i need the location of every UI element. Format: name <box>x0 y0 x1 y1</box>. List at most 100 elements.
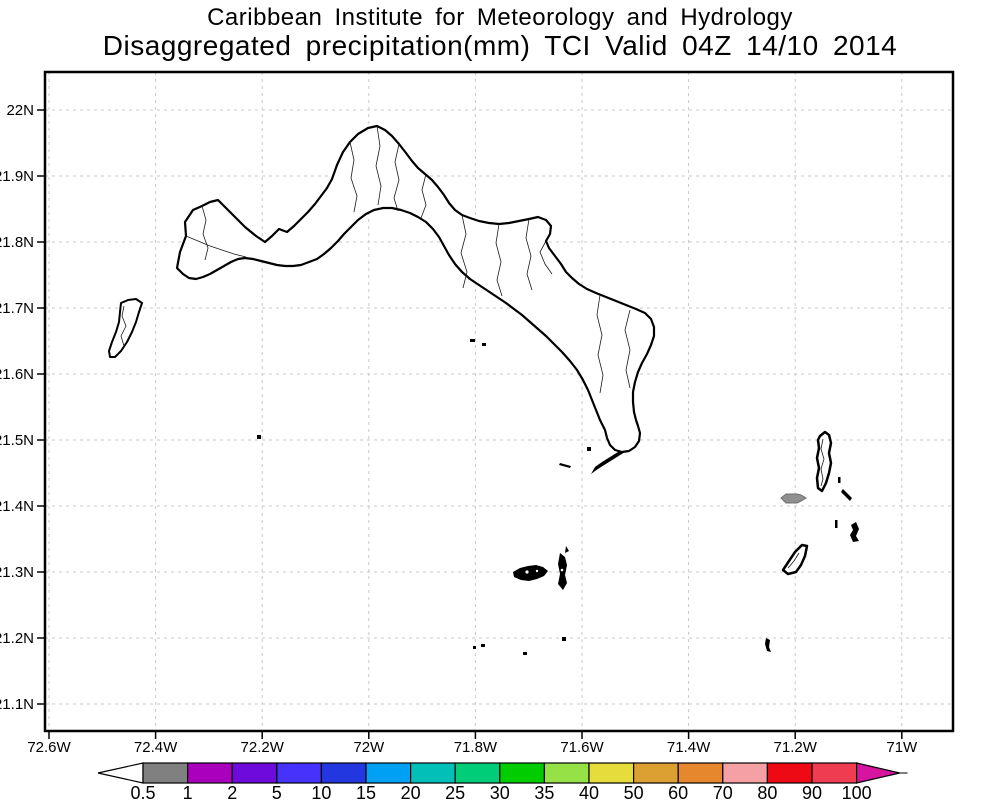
y-axis-tick-label: 21.3N <box>0 564 34 581</box>
colorbar-segment <box>320 762 367 784</box>
islet-hole <box>560 568 564 572</box>
colorbar-tick-label: 1 <box>183 783 193 800</box>
islet <box>470 339 475 342</box>
page-title: Caribbean Institute for Meteorology and … <box>207 4 793 31</box>
boundary-line <box>393 143 400 212</box>
islet <box>841 489 852 501</box>
little-ambergris-cay <box>558 553 567 590</box>
great-sand-cay <box>765 638 771 652</box>
islet <box>587 447 591 451</box>
boundary-line <box>495 223 503 297</box>
colorbar-tick-label: 2 <box>227 783 237 800</box>
colorbar-segment <box>677 762 724 784</box>
islet-hole <box>525 570 529 574</box>
colorbar-segment <box>454 762 501 784</box>
long-cay <box>591 452 625 474</box>
small-cays <box>257 339 859 655</box>
islet <box>559 463 571 468</box>
colorbar-segment <box>142 762 189 784</box>
colorbar-segment <box>365 762 412 784</box>
boundary-line <box>596 294 604 394</box>
boundary-line <box>185 235 247 258</box>
y-axis-tick-label: 21.1N <box>0 696 34 713</box>
islet <box>257 435 261 439</box>
caicos-islands-coastline <box>175 124 656 454</box>
y-axis-tick-label: 21.5N <box>0 432 34 449</box>
x-axis-tick-label: 71W <box>886 739 918 756</box>
x-axis-tick-label: 72.2W <box>241 739 285 756</box>
boundary-line <box>525 218 533 291</box>
x-axis-tick-label: 72.6W <box>27 739 71 756</box>
interior-boundary-lines <box>120 125 825 569</box>
y-axis-tick-label: 21.6N <box>0 366 34 383</box>
colorbar-tick-label: 80 <box>757 783 777 800</box>
colorbar-tick-label: 40 <box>579 783 599 800</box>
boundary-line <box>624 309 631 389</box>
colorbar-segment <box>276 762 322 784</box>
colorbar-segment <box>231 762 278 784</box>
boundary-line <box>375 125 382 206</box>
x-axis-tick-label: 71.6W <box>560 739 604 756</box>
islet <box>565 546 569 553</box>
x-axis-tick-label: 71.8W <box>454 739 498 756</box>
x-axis-tick-label: 72.4W <box>134 739 178 756</box>
colorbar-tick-label: 0.5 <box>130 783 155 800</box>
x-axis-tick-label: 71.4W <box>667 739 711 756</box>
islet <box>835 520 838 528</box>
colorbar-tick-label: 15 <box>356 783 376 800</box>
boundary-line <box>539 240 553 275</box>
precip-shaded-patch <box>780 493 807 504</box>
boundary-line <box>201 205 209 261</box>
colorbar-tick-label: 5 <box>272 783 282 800</box>
y-axis-tick-label: 21.7N <box>0 300 34 317</box>
plot-frame <box>43 70 955 733</box>
axis-labels: 72.6W 72.4W 72.2W 72W 71.8W 71.6W 71.4W 71.2W 71… <box>0 102 918 756</box>
grand-turk-coastline <box>815 430 833 493</box>
colorbar-segment <box>187 762 233 784</box>
islet <box>838 477 841 483</box>
y-axis-tick-label: 21.9N <box>0 168 34 185</box>
header: Caribbean Institute for Meteorology and … <box>0 0 1000 61</box>
colorbar-tick-label: 25 <box>445 783 465 800</box>
boundary-line <box>420 173 427 219</box>
x-axis-tick-label: 71.2W <box>774 739 818 756</box>
islet <box>523 652 527 655</box>
islet <box>473 646 476 649</box>
colorbar-segment <box>811 762 858 784</box>
y-axis-tick-label: 21.8N <box>0 234 34 251</box>
colorbar-segment <box>410 762 456 784</box>
colorbar-under-arrow <box>97 762 144 784</box>
colorbar-segment <box>543 762 590 784</box>
grid-lines <box>45 72 953 731</box>
coastlines <box>108 124 833 576</box>
colorbar-tick-label: 20 <box>401 783 421 800</box>
colorbar-tick-label: 30 <box>490 783 510 800</box>
islet-hole <box>535 569 539 573</box>
colorbar-segment <box>588 762 635 784</box>
x-axis-tick-label: 72W <box>353 739 385 756</box>
boundary-line <box>787 552 800 569</box>
islet <box>562 637 566 641</box>
colorbar-segment <box>722 762 768 784</box>
y-axis-tick-label: 21.2N <box>0 630 34 647</box>
cotton-cay <box>850 522 859 542</box>
colorbar-tick-label: 50 <box>624 783 644 800</box>
colorbar-over-arrow <box>856 762 900 784</box>
boundary-line <box>120 305 127 347</box>
colorbar-tick-label: 10 <box>311 783 331 800</box>
colorbar-tick-label: 70 <box>713 783 733 800</box>
colorbar-tick-label: 35 <box>534 783 554 800</box>
boundary-line <box>349 141 358 213</box>
colorbar-tick-label: 90 <box>802 783 822 800</box>
axis-ticks <box>37 109 903 739</box>
big-ambergris-cay <box>513 565 548 581</box>
colorbar-segment <box>632 762 679 784</box>
y-axis-tick-label: 22N <box>6 102 34 119</box>
colorbar-tick-label: 60 <box>668 783 688 800</box>
y-axis-tick-label: 21.4N <box>0 498 34 515</box>
boundary-line <box>820 438 825 487</box>
islet <box>482 343 486 346</box>
colorbar-segment <box>766 762 813 784</box>
